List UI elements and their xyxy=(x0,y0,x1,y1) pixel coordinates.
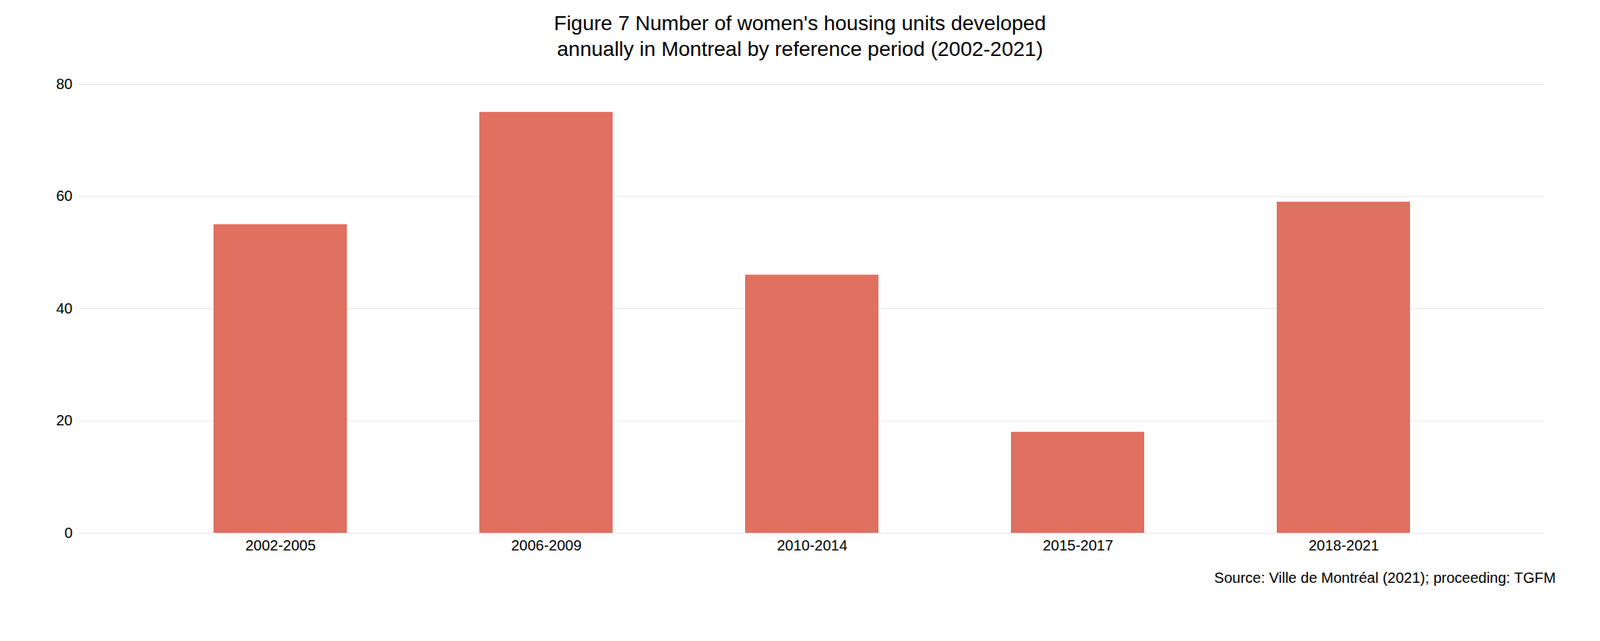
svg-text:2006-2009: 2006-2009 xyxy=(510,537,582,554)
svg-text:2010-2014: 2010-2014 xyxy=(776,537,848,554)
svg-text:20: 20 xyxy=(55,412,73,429)
svg-text:2018-2021: 2018-2021 xyxy=(1308,537,1380,554)
svg-text:0: 0 xyxy=(64,524,73,542)
html-text:Figure 7 Number of women's hou: Figure 7 Number of women's housing units… xyxy=(553,11,1047,61)
svg-text:40: 40 xyxy=(55,300,73,317)
svg-text:80: 80 xyxy=(55,75,73,93)
svg-text:60: 60 xyxy=(55,187,73,204)
svg-text:2015-2017: 2015-2017 xyxy=(1042,537,1114,554)
html-text:Source: Ville de Montréal (202: Source: Ville de Montréal (2021); procee… xyxy=(1214,569,1556,587)
svg-text:2002-2005: 2002-2005 xyxy=(245,537,316,554)
